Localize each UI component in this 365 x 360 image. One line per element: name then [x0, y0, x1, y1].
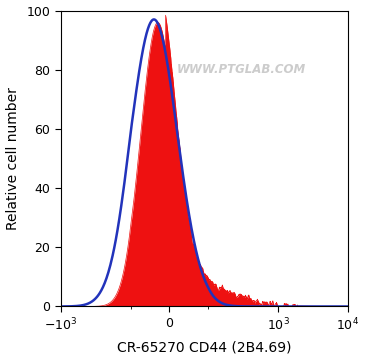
- Y-axis label: Relative cell number: Relative cell number: [5, 87, 20, 230]
- Text: WWW.PTGLAB.COM: WWW.PTGLAB.COM: [177, 63, 306, 76]
- X-axis label: CR-65270 CD44 (2B4.69): CR-65270 CD44 (2B4.69): [117, 341, 292, 355]
